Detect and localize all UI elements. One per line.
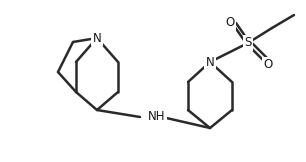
Text: S: S — [244, 36, 252, 50]
Text: O: O — [226, 17, 235, 29]
Text: NH: NH — [148, 110, 166, 123]
Text: N: N — [206, 56, 215, 69]
Text: O: O — [263, 58, 273, 71]
Text: N: N — [93, 31, 101, 45]
